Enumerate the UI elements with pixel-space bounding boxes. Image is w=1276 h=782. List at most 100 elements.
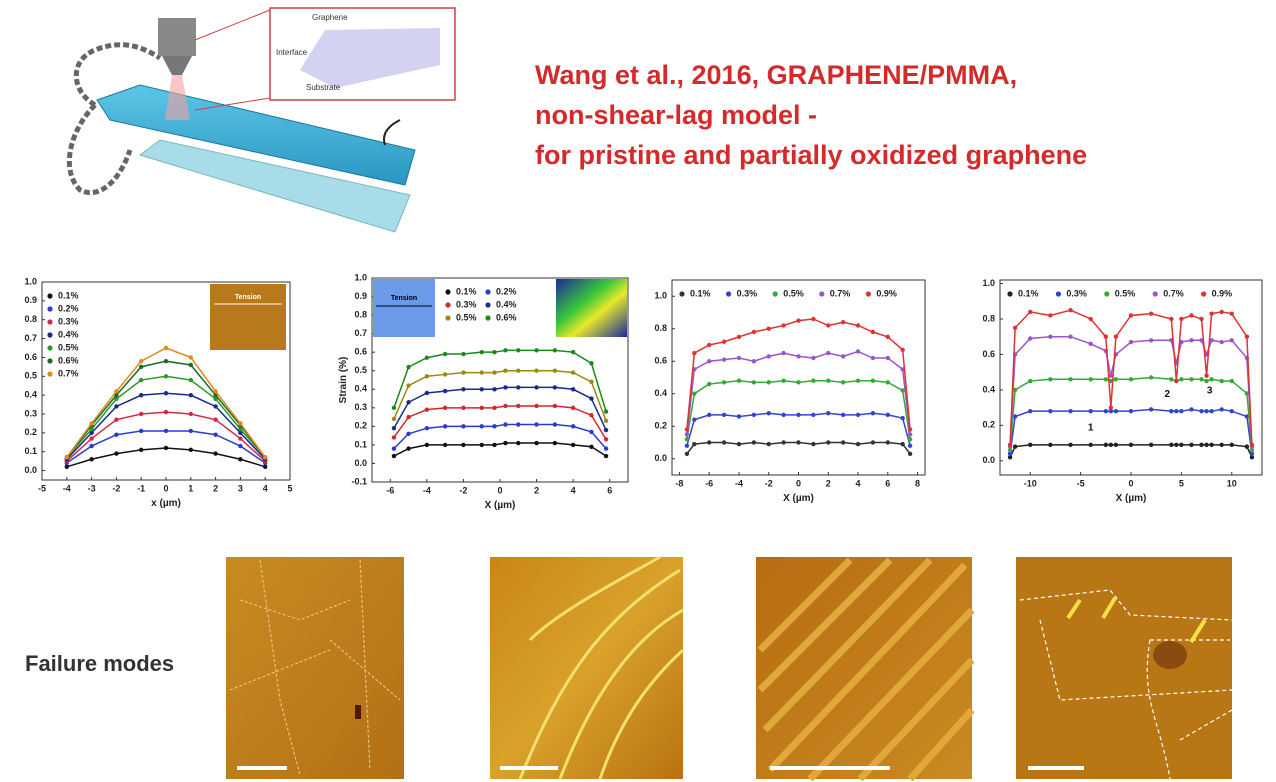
data-point — [781, 440, 785, 444]
data-point — [553, 385, 557, 389]
legend-label: 0.1% — [1018, 288, 1039, 298]
x-tick-label: 2 — [826, 478, 831, 488]
data-point — [841, 320, 845, 324]
data-point — [752, 413, 756, 417]
data-point — [1245, 335, 1249, 339]
data-point — [781, 413, 785, 417]
legend-marker — [47, 332, 52, 337]
data-point — [796, 380, 800, 384]
data-point — [1245, 444, 1249, 448]
data-point — [1209, 311, 1213, 315]
data-point — [685, 437, 689, 441]
data-point — [908, 452, 912, 456]
data-point — [516, 348, 520, 352]
data-point — [604, 409, 608, 413]
data-point — [1189, 407, 1193, 411]
data-point — [1204, 379, 1208, 383]
data-point — [139, 429, 143, 433]
data-point — [443, 406, 447, 410]
data-point — [752, 380, 756, 384]
x-tick-label: -2 — [112, 483, 120, 493]
x-tick-label: 0 — [1128, 478, 1133, 488]
data-point — [213, 451, 217, 455]
x-tick-label: 5 — [287, 483, 292, 493]
data-point — [707, 413, 711, 417]
charts: 0.00.10.20.30.40.50.60.70.80.91.0-5-4-3-… — [24, 272, 1262, 511]
legend-label: 0.2% — [496, 286, 517, 296]
x-tick-label: -1 — [137, 483, 145, 493]
data-point — [461, 352, 465, 356]
data-point — [1129, 313, 1133, 317]
data-point — [461, 370, 465, 374]
data-point — [908, 437, 912, 441]
legend-label: 0.3% — [456, 299, 477, 309]
data-point — [604, 428, 608, 432]
data-point — [722, 357, 726, 361]
data-point — [871, 440, 875, 444]
data-point — [1250, 443, 1254, 447]
data-point — [89, 444, 93, 448]
data-point — [1209, 409, 1213, 413]
data-point — [553, 422, 557, 426]
data-point — [1013, 326, 1017, 330]
data-point — [796, 440, 800, 444]
x-tick-label: -6 — [705, 478, 713, 488]
data-point — [139, 378, 143, 382]
data-point — [1209, 377, 1213, 381]
data-point — [1088, 342, 1092, 346]
data-point — [503, 441, 507, 445]
schematic-label: Graphene — [312, 13, 348, 22]
data-point — [1028, 310, 1032, 314]
data-point — [604, 446, 608, 450]
data-point — [443, 389, 447, 393]
y-tick-label: 0.6 — [354, 347, 367, 357]
data-point — [886, 380, 890, 384]
data-point — [89, 421, 93, 425]
legend-label: 0.1% — [58, 290, 79, 300]
data-point — [856, 442, 860, 446]
data-point — [752, 440, 756, 444]
data-point — [492, 424, 496, 428]
legend-label: 0.9% — [1212, 288, 1233, 298]
data-point — [1114, 409, 1118, 413]
data-point — [1088, 409, 1092, 413]
data-point — [589, 396, 593, 400]
data-point — [1104, 335, 1108, 339]
data-point — [534, 404, 538, 408]
data-point — [796, 318, 800, 322]
data-point — [707, 382, 711, 386]
y-tick-label: 0.0 — [654, 453, 667, 463]
data-point — [164, 359, 168, 363]
legend-marker — [47, 293, 52, 298]
data-point — [1174, 379, 1178, 383]
data-point — [1088, 377, 1092, 381]
data-point — [841, 380, 845, 384]
annotation: 1 — [1088, 423, 1094, 434]
chart: 0.00.20.40.60.81.0-8-6-4-202468X (µm)0.1… — [654, 280, 925, 504]
data-point — [516, 404, 520, 408]
data-point — [707, 440, 711, 444]
data-point — [589, 380, 593, 384]
data-point — [189, 378, 193, 382]
data-point — [1104, 409, 1108, 413]
legend-marker — [47, 358, 52, 363]
legend-label: 0.1% — [690, 288, 711, 298]
legend-label: 0.6% — [58, 355, 79, 365]
data-point — [392, 446, 396, 450]
y-tick-label: 0.8 — [24, 314, 37, 324]
data-point — [826, 411, 830, 415]
data-point — [1230, 443, 1234, 447]
legend-marker — [47, 306, 52, 311]
x-tick-label: -4 — [735, 478, 743, 488]
data-point — [1068, 409, 1072, 413]
data-point — [480, 350, 484, 354]
data-point — [263, 465, 267, 469]
data-point — [811, 317, 815, 321]
data-point — [685, 432, 689, 436]
data-point — [1109, 443, 1113, 447]
data-point — [139, 448, 143, 452]
legend-label: 0.1% — [456, 286, 477, 296]
x-tick-label: 4 — [263, 483, 268, 493]
data-point — [89, 436, 93, 440]
legend-label: 0.3% — [58, 316, 79, 326]
